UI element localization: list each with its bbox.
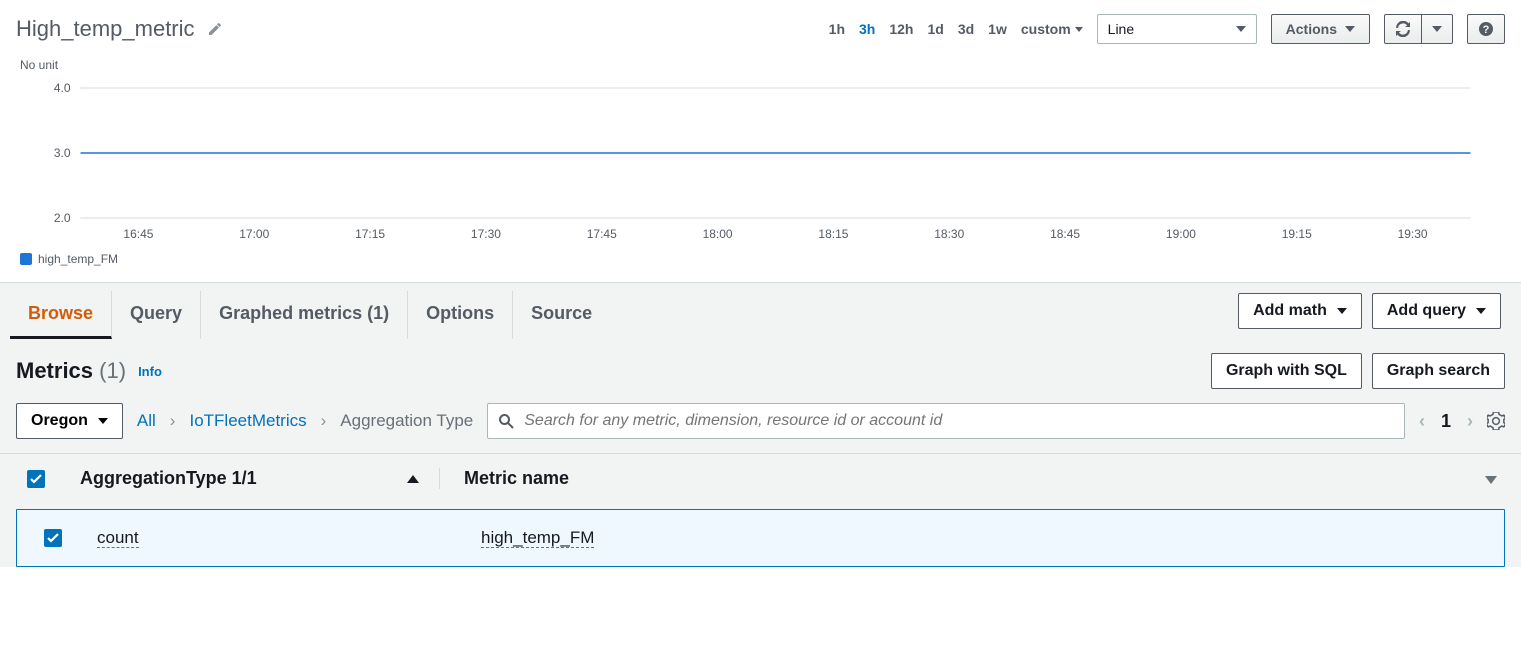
- cell-metric-name: high_temp_FM: [481, 528, 594, 548]
- graph-search-button[interactable]: Graph search: [1372, 353, 1505, 389]
- table-header: AggregationType 1/1 Metric name: [0, 453, 1521, 503]
- actions-button[interactable]: Actions: [1271, 14, 1370, 44]
- line-chart: 2.0 3.0 4.0 16:45 17:00 17:15 17:30 17:45 18:00 1…: [20, 78, 1501, 248]
- chevron-down-icon: [1236, 26, 1246, 32]
- time-range-3h[interactable]: 3h: [859, 21, 875, 37]
- actions-label: Actions: [1286, 21, 1337, 37]
- svg-text:19:15: 19:15: [1282, 227, 1312, 241]
- metrics-count: (1): [99, 358, 126, 383]
- graph-type-select[interactable]: Line: [1097, 14, 1257, 44]
- svg-text:17:45: 17:45: [587, 227, 617, 241]
- svg-text:3.0: 3.0: [54, 146, 71, 160]
- time-range-1h[interactable]: 1h: [829, 21, 845, 37]
- chevron-down-icon: [1075, 27, 1083, 32]
- graph-type-value: Line: [1108, 21, 1134, 37]
- search-box[interactable]: [487, 403, 1405, 439]
- select-all-checkbox[interactable]: [27, 470, 45, 488]
- settings-button[interactable]: [1487, 412, 1505, 430]
- svg-text:17:00: 17:00: [239, 227, 269, 241]
- svg-text:17:30: 17:30: [471, 227, 501, 241]
- chevron-right-icon: ›: [321, 411, 327, 431]
- column-agg-label: AggregationType 1/1: [80, 468, 257, 489]
- edit-icon[interactable]: [207, 21, 223, 37]
- sort-asc-icon: [407, 475, 419, 483]
- legend-label: high_temp_FM: [38, 252, 118, 266]
- svg-text:16:45: 16:45: [123, 227, 153, 241]
- refresh-button[interactable]: [1384, 14, 1422, 44]
- y-axis-label: No unit: [20, 58, 1501, 72]
- search-icon: [498, 413, 514, 429]
- tab-query[interactable]: Query: [112, 291, 201, 339]
- chevron-down-icon: [1432, 26, 1442, 32]
- svg-text:19:30: 19:30: [1398, 227, 1428, 241]
- table-row[interactable]: count high_temp_FM: [16, 509, 1505, 567]
- chevron-down-icon: [1476, 308, 1486, 314]
- svg-text:18:00: 18:00: [703, 227, 733, 241]
- info-link[interactable]: Info: [138, 364, 162, 379]
- column-aggregation-type[interactable]: AggregationType 1/1: [80, 468, 440, 489]
- svg-text:18:15: 18:15: [818, 227, 848, 241]
- time-range-12h[interactable]: 12h: [889, 21, 913, 37]
- time-range-custom[interactable]: custom: [1021, 21, 1083, 37]
- time-range-1w[interactable]: 1w: [988, 21, 1007, 37]
- time-range-3d[interactable]: 3d: [958, 21, 974, 37]
- metrics-title-text: Metrics: [16, 358, 93, 383]
- breadcrumb-all[interactable]: All: [137, 411, 156, 431]
- metrics-title: Metrics (1): [16, 358, 126, 384]
- breadcrumb: All › IoTFleetMetrics › Aggregation Type: [137, 411, 473, 431]
- refresh-options-button[interactable]: [1422, 14, 1453, 44]
- svg-text:19:00: 19:00: [1166, 227, 1196, 241]
- page-title: High_temp_metric: [16, 16, 195, 42]
- chevron-down-icon: [98, 418, 108, 424]
- search-input[interactable]: [524, 412, 1394, 430]
- breadcrumb-current: Aggregation Type: [340, 411, 473, 431]
- legend-swatch: [20, 253, 32, 265]
- tab-source[interactable]: Source: [513, 291, 610, 339]
- page-number: 1: [1441, 411, 1451, 432]
- tab-browse[interactable]: Browse: [10, 291, 112, 339]
- column-metric-name[interactable]: Metric name: [464, 468, 1461, 489]
- add-math-button[interactable]: Add math: [1238, 293, 1362, 329]
- add-query-button[interactable]: Add query: [1372, 293, 1501, 329]
- refresh-split-button: [1384, 14, 1453, 44]
- chevron-right-icon: ›: [170, 411, 176, 431]
- tab-options[interactable]: Options: [408, 291, 513, 339]
- time-range-1d[interactable]: 1d: [927, 21, 943, 37]
- add-math-label: Add math: [1253, 302, 1327, 320]
- chevron-down-icon: [1337, 308, 1347, 314]
- svg-text:?: ?: [1483, 24, 1490, 36]
- custom-label: custom: [1021, 21, 1071, 37]
- column-menu-icon[interactable]: [1485, 476, 1497, 484]
- row-checkbox[interactable]: [44, 529, 62, 547]
- pager: ‹ 1 ›: [1419, 411, 1473, 432]
- help-button[interactable]: ?: [1467, 14, 1505, 44]
- tabs: Browse Query Graphed metrics (1) Options…: [10, 291, 610, 339]
- region-value: Oregon: [31, 412, 88, 430]
- time-range-selector: 1h 3h 12h 1d 3d 1w custom: [829, 21, 1083, 37]
- svg-text:17:15: 17:15: [355, 227, 385, 241]
- cell-aggregation-type: count: [97, 528, 139, 548]
- chevron-down-icon: [1345, 26, 1355, 32]
- next-page-button[interactable]: ›: [1467, 411, 1473, 432]
- tab-graphed-metrics[interactable]: Graphed metrics (1): [201, 291, 408, 339]
- graph-with-sql-button[interactable]: Graph with SQL: [1211, 353, 1362, 389]
- svg-text:18:30: 18:30: [934, 227, 964, 241]
- svg-text:2.0: 2.0: [54, 211, 71, 225]
- svg-text:4.0: 4.0: [54, 81, 71, 95]
- prev-page-button[interactable]: ‹: [1419, 411, 1425, 432]
- add-query-label: Add query: [1387, 302, 1466, 320]
- breadcrumb-namespace[interactable]: IoTFleetMetrics: [189, 411, 306, 431]
- region-select[interactable]: Oregon: [16, 403, 123, 439]
- svg-text:18:45: 18:45: [1050, 227, 1080, 241]
